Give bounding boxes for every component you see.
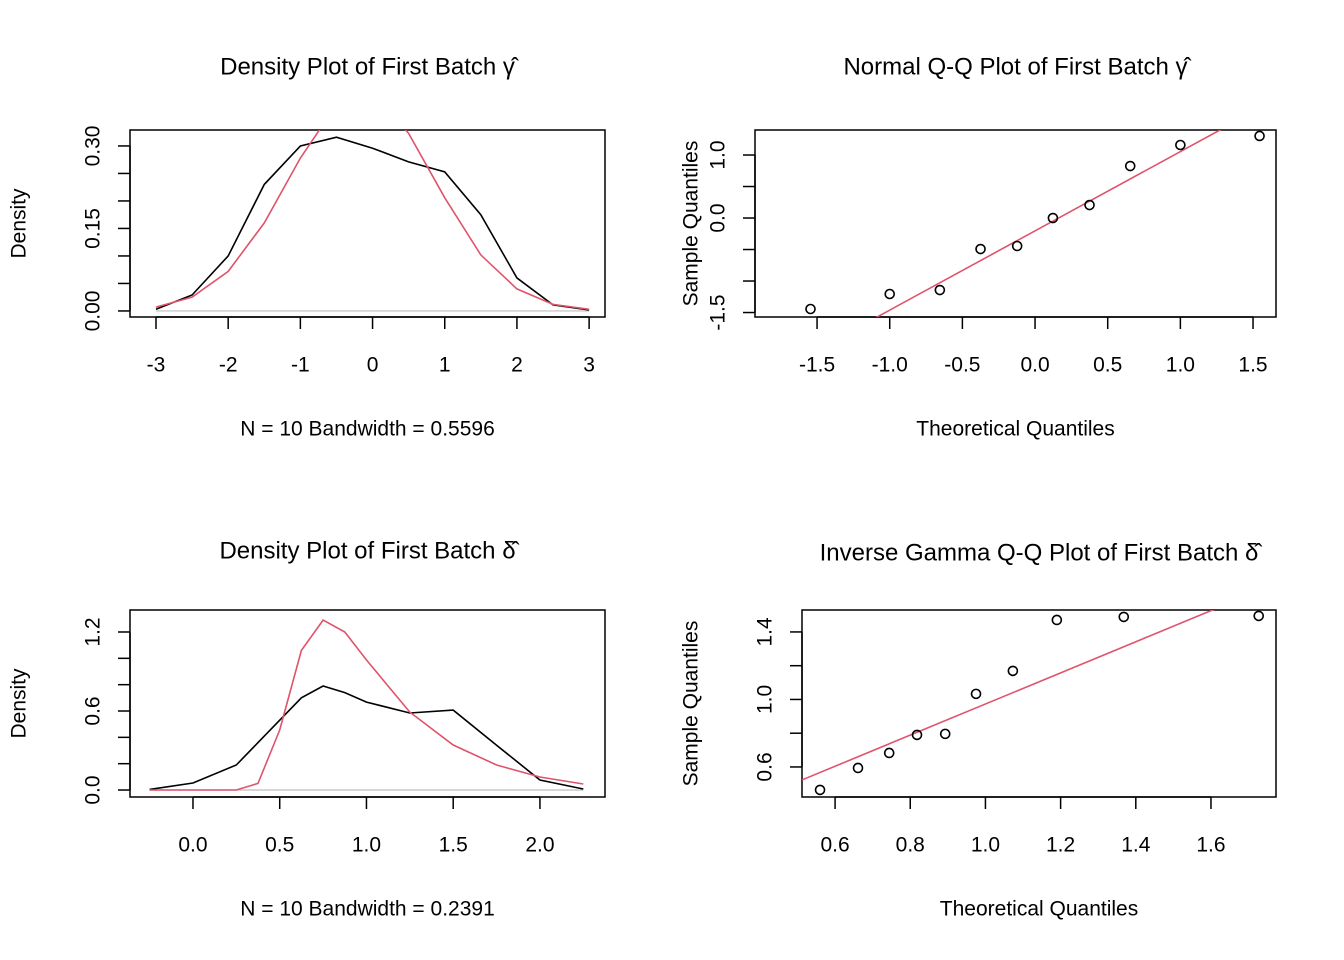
x-tick-label: -1.5 <box>799 354 835 377</box>
y-axis-label: Density <box>8 188 31 259</box>
chart-title: Inverse Gamma Q-Q Plot of First Batch δ̂ <box>820 539 1263 566</box>
plot-box <box>801 609 1277 798</box>
x-tick-label: -3 <box>147 354 166 377</box>
qq-point <box>1007 665 1019 677</box>
x-tick-label: 1.4 <box>1121 834 1151 857</box>
qq-point <box>1047 212 1059 224</box>
y-tick-label: 0.0 <box>707 203 730 232</box>
chart-title: Normal Q-Q Plot of First Batch γ̂ <box>843 53 1191 80</box>
qq-point <box>814 784 826 796</box>
y-tick-label: 0.30 <box>82 126 105 167</box>
qq-point <box>884 288 896 300</box>
x-tick-label: 1.2 <box>1046 834 1075 857</box>
qq-point <box>1175 139 1186 151</box>
qq-line <box>802 610 1215 781</box>
qq-point <box>1254 130 1265 142</box>
qq-point <box>852 762 864 774</box>
plot-box <box>129 129 606 318</box>
plot-box <box>129 609 606 798</box>
x-tick-label: 0.5 <box>265 834 294 857</box>
chart-title: Density Plot of First Batch γ̂ <box>220 53 519 80</box>
y-tick-label: 1.4 <box>754 617 777 647</box>
y-tick-label: 0.6 <box>82 696 105 725</box>
density-curve <box>155 130 590 311</box>
y-tick-label: 1.0 <box>707 140 730 169</box>
qq-point <box>1253 610 1265 622</box>
x-tick-label: -1.0 <box>872 354 908 377</box>
x-axis-label: N = 10 Bandwidth = 0.2391 <box>240 898 495 921</box>
qq-point <box>911 729 923 741</box>
x-tick-label: 3 <box>583 354 595 377</box>
x-tick-label: 0.8 <box>896 834 925 857</box>
y-axis-label: Sample Quantiles <box>680 141 703 307</box>
qq-point <box>1051 614 1063 626</box>
x-tick-label: 0 <box>367 354 379 377</box>
chart-title: Density Plot of First Batch δ̂ <box>219 537 519 564</box>
y-tick-label: 0.0 <box>82 775 105 804</box>
y-tick-label: 1.0 <box>754 685 777 714</box>
y-axis-label: Density <box>8 668 31 739</box>
x-axis-label: Theoretical Quantiles <box>916 418 1114 441</box>
x-axis-label: Theoretical Quantiles <box>940 898 1138 921</box>
density-curve <box>149 619 584 791</box>
qq-point <box>934 284 946 296</box>
x-tick-label: 0.0 <box>178 834 207 857</box>
qq-point <box>1124 160 1136 172</box>
density-curve <box>149 685 584 791</box>
x-tick-label: -1 <box>291 354 310 377</box>
x-axis-label: N = 10 Bandwidth = 0.5596 <box>240 418 495 441</box>
qq-point <box>939 728 951 740</box>
y-tick-label: 0.15 <box>82 208 105 249</box>
x-tick-label: 0.5 <box>1093 354 1122 377</box>
x-tick-label: 1 <box>439 354 451 377</box>
x-tick-label: 1.5 <box>1238 354 1267 377</box>
qq-point <box>1118 611 1130 623</box>
x-tick-label: 2.0 <box>525 834 554 857</box>
x-tick-label: 0.6 <box>820 834 849 857</box>
y-tick-label: 0.00 <box>82 291 105 332</box>
qq-point <box>883 747 895 759</box>
qq-point <box>975 243 986 255</box>
plot-box <box>754 129 1277 318</box>
x-tick-label: 1.6 <box>1196 834 1225 857</box>
qq-point <box>1011 240 1023 252</box>
qq-point <box>1084 199 1095 211</box>
x-tick-label: 1.0 <box>352 834 381 857</box>
y-tick-label: 0.6 <box>754 752 777 781</box>
x-tick-label: 1.0 <box>1166 354 1195 377</box>
x-tick-label: 1.5 <box>439 834 468 857</box>
y-axis-label: Sample Quantiles <box>680 621 703 787</box>
x-tick-label: 2 <box>511 354 523 377</box>
y-tick-label: 1.2 <box>82 617 105 646</box>
density-curve <box>155 136 590 311</box>
x-tick-label: -2 <box>219 354 238 377</box>
x-tick-label: -0.5 <box>944 354 980 377</box>
x-tick-label: 0.0 <box>1020 354 1049 377</box>
x-tick-label: 1.0 <box>971 834 1000 857</box>
y-tick-label: -1.5 <box>707 294 730 330</box>
qq-point <box>805 303 816 315</box>
qq-point <box>970 688 982 700</box>
